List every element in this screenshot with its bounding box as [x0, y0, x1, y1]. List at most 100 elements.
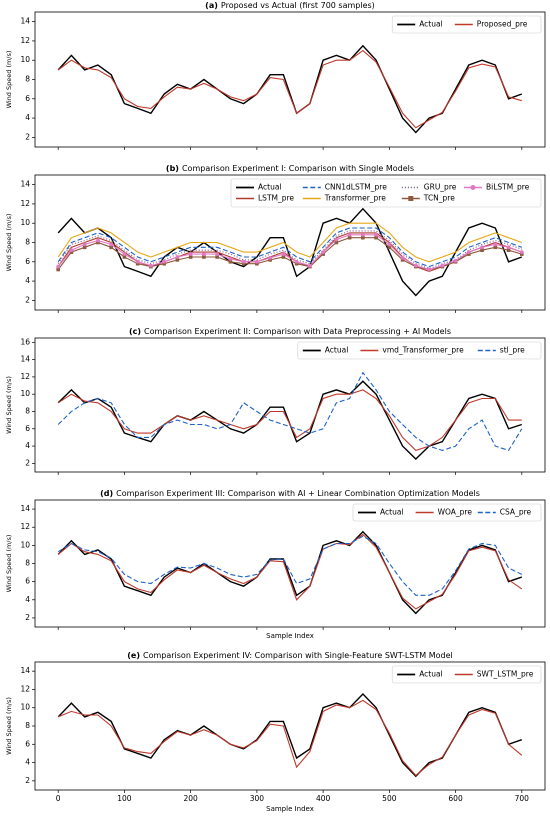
- marker: [520, 252, 524, 256]
- y-tick-label: 8: [25, 721, 30, 730]
- y-tick-label: 4: [25, 595, 30, 604]
- marker: [162, 259, 167, 264]
- y-axis-label: Wind Speed (m/s): [5, 535, 13, 593]
- marker: [493, 245, 498, 250]
- legend: Actual vmd_Transformer_pre stl_pre: [297, 341, 542, 360]
- marker: [480, 248, 484, 253]
- y-axis-label: Wind Speed (m/s): [5, 214, 13, 272]
- legend-label: Proposed_pre: [477, 20, 528, 29]
- y-tick-label: 10: [20, 389, 30, 398]
- y-tick-label: 2: [25, 295, 30, 304]
- marker: [334, 240, 339, 245]
- y-tick-label: 6: [25, 94, 30, 103]
- marker: [294, 261, 299, 266]
- marker: [281, 255, 286, 259]
- y-tick-label: 14: [20, 504, 30, 513]
- legend-label: SWT_LSTM_pre: [477, 670, 534, 679]
- marker: [228, 256, 233, 261]
- y-tick-label: 2: [25, 132, 30, 141]
- panel-label: (b): [166, 164, 179, 173]
- y-tick-label: 6: [25, 739, 30, 748]
- marker: [175, 255, 180, 259]
- legend-label: Actual: [419, 670, 443, 679]
- y-axis-label: Wind Speed (m/s): [5, 51, 13, 109]
- y-tick-label: 8: [25, 75, 30, 84]
- series-line: [57, 222, 522, 263]
- panel-label: (d): [100, 489, 113, 498]
- panel-title: (b) Comparison Experiment I: Comparison w…: [166, 164, 414, 173]
- marker: [201, 252, 206, 256]
- y-tick-label: 2: [25, 613, 30, 622]
- x-tick-label: 200: [183, 794, 198, 803]
- y-tick-label: 10: [20, 703, 30, 712]
- legend-label: stl_pre: [500, 346, 525, 355]
- series-line: [57, 234, 522, 271]
- marker: [506, 245, 511, 250]
- marker: [254, 259, 259, 264]
- marker: [321, 252, 325, 256]
- x-tick-label: 100: [117, 794, 132, 803]
- y-tick-label: 12: [20, 372, 30, 381]
- legend-label: BiLSTM_pre: [486, 183, 530, 192]
- x-tick-label: 700: [515, 794, 530, 803]
- series-line: [57, 371, 523, 452]
- legend-box: [352, 503, 542, 522]
- y-tick-label: 4: [25, 113, 30, 122]
- plot-area: [57, 692, 523, 778]
- y-tick-label: 16: [20, 337, 30, 346]
- y-tick-label: 8: [25, 559, 30, 568]
- x-tick-label: 0: [56, 794, 61, 803]
- marker: [493, 242, 498, 247]
- series-line: [57, 692, 523, 778]
- y-tick-label: 12: [20, 199, 30, 208]
- marker: [361, 235, 365, 240]
- legend-box: [230, 178, 542, 208]
- marker: [162, 261, 166, 266]
- marker: [400, 256, 405, 260]
- plot-area: [56, 207, 524, 297]
- marker: [347, 235, 352, 240]
- marker: [321, 250, 326, 255]
- marker: [202, 255, 206, 259]
- marker: [466, 250, 471, 255]
- legend-label: CSA_pre: [500, 508, 532, 517]
- y-tick-label: 14: [20, 666, 30, 675]
- panel-title: (a) Proposed vs Actual (first 700 samples…: [205, 1, 375, 10]
- legend-label: WOA_pre: [438, 508, 473, 517]
- legend-label: LSTM_pre: [258, 194, 294, 203]
- plot-frame: [34, 337, 546, 473]
- marker: [56, 267, 60, 272]
- marker: [135, 261, 140, 266]
- legend: Actual WOA_pre CSA_pre: [352, 503, 542, 522]
- plot-area: [57, 530, 523, 615]
- legend-label: vmd_Transformer_pre: [382, 346, 464, 355]
- panel-label: (a): [205, 1, 218, 10]
- marker: [268, 258, 272, 262]
- y-tick-label: 14: [20, 355, 30, 364]
- marker: [360, 232, 365, 237]
- y-tick-label: 12: [20, 684, 30, 693]
- marker: [387, 245, 392, 250]
- marker: [387, 242, 392, 247]
- panel-title: (d) Comparison Experiment III: Comparison…: [100, 489, 480, 498]
- marker: [241, 261, 246, 266]
- marker: [228, 259, 233, 264]
- y-tick-label: 2: [25, 458, 30, 467]
- marker: [334, 237, 339, 242]
- panel-title: (c) Comparison Experiment II: Comparison …: [129, 327, 451, 336]
- series-line: [57, 535, 523, 596]
- marker: [82, 242, 87, 247]
- marker: [519, 250, 524, 255]
- legend-label: Actual: [258, 183, 282, 192]
- legend-label: Actual: [419, 20, 443, 29]
- y-tick-label: 8: [25, 406, 30, 415]
- series-line: [57, 389, 522, 452]
- legend-label: GRU_pre: [424, 183, 457, 192]
- y-axis-label: Wind Speed (m/s): [5, 697, 13, 755]
- marker: [96, 238, 100, 243]
- y-tick-label: 14: [20, 180, 30, 189]
- panel-label: (e): [127, 651, 140, 660]
- series-line: [57, 237, 522, 271]
- title-text: Comparison Experiment I: Comparison with…: [182, 164, 414, 173]
